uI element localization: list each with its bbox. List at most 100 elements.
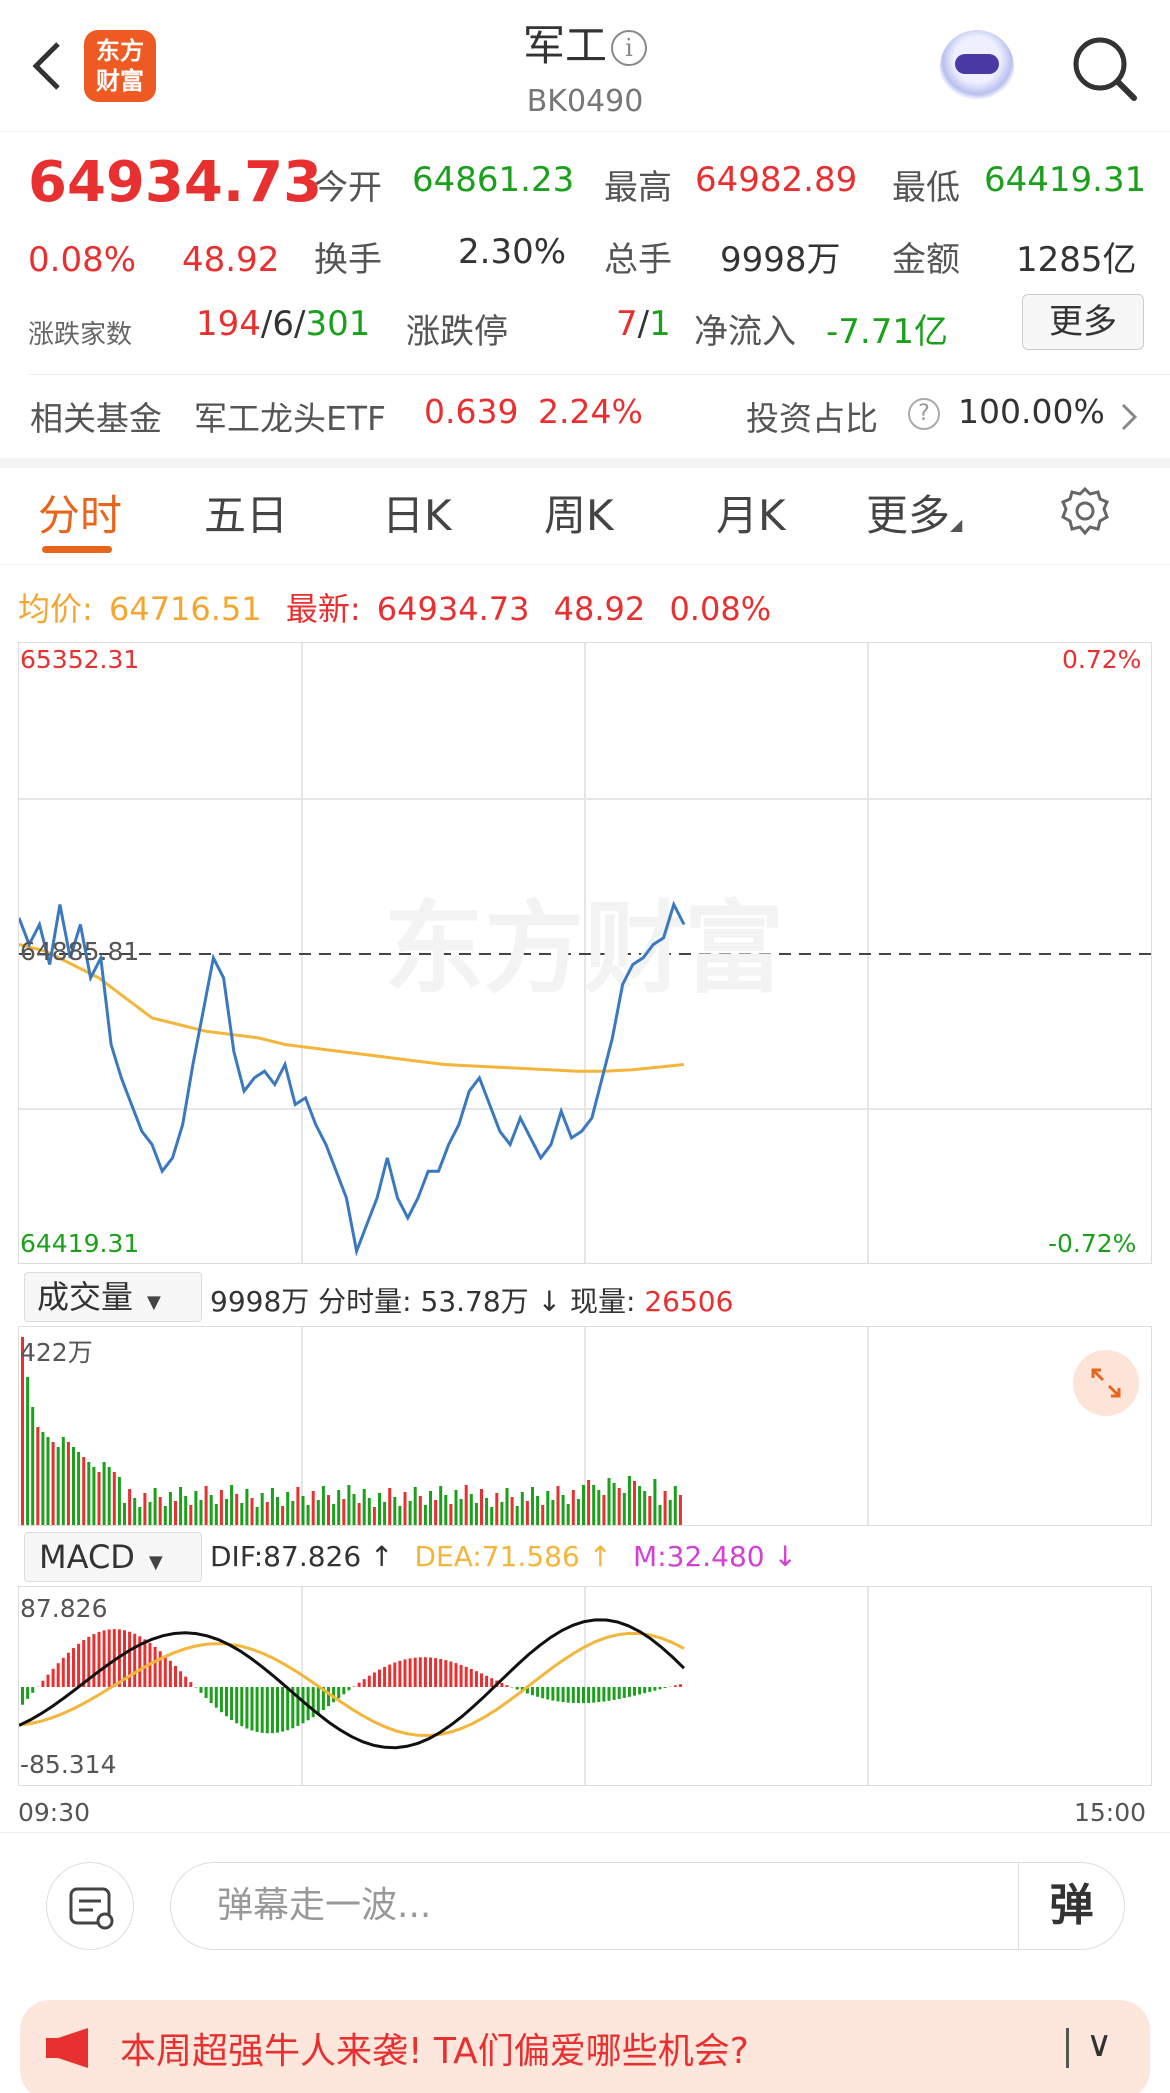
volume-bar <box>393 1497 397 1525</box>
volume-bar <box>174 1501 177 1525</box>
volume-bar <box>347 1485 351 1525</box>
volume-bar <box>225 1499 228 1525</box>
tab-daily-k[interactable]: 日K <box>382 491 452 540</box>
macd-bar <box>571 1687 575 1703</box>
tab-weekly-k[interactable]: 周K <box>544 491 614 540</box>
danmaku-send-button[interactable]: 弹 <box>1018 1863 1124 1949</box>
volume-bar <box>566 1504 570 1525</box>
macd-selector[interactable]: MACD ▼ <box>24 1532 202 1582</box>
tab-five-day[interactable]: 五日 <box>204 491 289 540</box>
macd-bar <box>612 1687 616 1700</box>
volume-bar <box>362 1489 366 1525</box>
tab-intraday[interactable]: 分时 <box>38 491 123 540</box>
volume-chart[interactable] <box>18 1326 1152 1526</box>
macd-max-label: 87.826 <box>20 1594 108 1623</box>
macd-bar <box>184 1676 188 1687</box>
avg-price-line <box>19 943 685 1073</box>
macd-bar <box>663 1687 667 1688</box>
tab-more[interactable]: 更多◢ <box>866 482 962 543</box>
page-title: 军工 i <box>0 12 1170 73</box>
volume-bar <box>434 1500 438 1525</box>
search-icon[interactable] <box>1070 34 1138 102</box>
macd-chart[interactable] <box>18 1586 1152 1786</box>
macd-bar <box>276 1687 279 1733</box>
volume-bar <box>138 1507 142 1525</box>
volume-bar <box>82 1457 86 1525</box>
volume-selector[interactable]: 成交量 ▼ <box>24 1272 202 1322</box>
volume-bar <box>673 1486 677 1525</box>
info-icon[interactable]: i <box>611 30 647 66</box>
volume-bar <box>474 1503 478 1525</box>
expand-icon[interactable] <box>1073 1350 1139 1416</box>
macd-bar <box>622 1687 626 1698</box>
macd-bar <box>367 1675 371 1687</box>
macd-bar <box>225 1687 228 1717</box>
macd-bar <box>168 1660 172 1687</box>
macd-bar <box>480 1673 483 1687</box>
macd-bar <box>72 1648 75 1687</box>
close-banner-icon[interactable]: ∨ <box>1086 2024 1113 2065</box>
volume-bar <box>133 1498 137 1525</box>
volume-bar <box>398 1506 402 1525</box>
macd-info: DIF:87.826 ↑ DEA:71.586 ↑ M:32.480 ↓ <box>210 1540 797 1573</box>
volume-bar <box>587 1480 591 1525</box>
volume-bar <box>21 1337 24 1525</box>
macd-bar <box>189 1682 193 1687</box>
assistant-robot-icon[interactable] <box>940 30 1014 104</box>
banner-divider <box>1066 2028 1069 2068</box>
macd-bar <box>418 1657 422 1687</box>
volume-bar <box>153 1488 157 1525</box>
open-label: 今开 <box>314 168 382 208</box>
macd-bar <box>388 1664 392 1687</box>
volume-bar <box>117 1477 121 1525</box>
macd-bar <box>270 1687 274 1734</box>
gear-icon[interactable] <box>1060 486 1110 536</box>
volume-bar <box>464 1485 468 1525</box>
promo-banner[interactable] <box>20 2000 1150 2093</box>
volume-bar <box>179 1487 183 1525</box>
volume-bar <box>158 1497 162 1525</box>
macd-bar <box>485 1675 489 1687</box>
macd-bar <box>107 1629 111 1687</box>
volume-bar <box>214 1504 218 1525</box>
divider <box>0 1832 1170 1833</box>
macd-bar <box>357 1682 361 1687</box>
macd-m: M:32.480 ↓ <box>633 1540 797 1573</box>
volume-bar <box>189 1505 193 1525</box>
volume-bar <box>260 1493 264 1525</box>
more-quote-button[interactable]: 更多 <box>1022 294 1144 350</box>
volume-bar <box>556 1486 560 1525</box>
intraday-price-chart[interactable]: 东方财富 <box>18 642 1152 1264</box>
volume-bar <box>296 1487 300 1525</box>
volume-bar <box>617 1488 621 1525</box>
tab-monthly-k[interactable]: 月K <box>716 491 786 540</box>
amount-label: 金额 <box>892 240 960 280</box>
macd-bar <box>592 1687 596 1703</box>
macd-bar <box>474 1671 478 1687</box>
back-icon[interactable] <box>28 38 64 94</box>
danmaku-settings-button[interactable] <box>46 1862 134 1950</box>
volume-bar <box>485 1498 489 1525</box>
volume-bar <box>357 1503 361 1525</box>
macd-bar <box>413 1657 417 1687</box>
fund-name[interactable]: 军工龙头ETF <box>194 399 386 438</box>
volume-info: 9998万 分时量: 53.78万 ↓ 现量: 26506 <box>210 1280 733 1320</box>
promo-banner-text[interactable]: 本周超强牛人来袭! TA们偏爱哪些机会? <box>120 2031 749 2072</box>
breadth-label: 涨跌家数 <box>28 320 133 350</box>
macd-bar <box>566 1687 570 1703</box>
macd-bar <box>633 1687 636 1696</box>
macd-bar <box>332 1687 336 1703</box>
volume-bar <box>367 1498 371 1525</box>
help-icon[interactable]: ? <box>908 398 940 430</box>
volume-bar <box>469 1494 473 1525</box>
change-pct: 0.08% <box>28 240 137 280</box>
chevron-right-icon[interactable] <box>1120 402 1138 432</box>
macd-bar <box>342 1687 346 1695</box>
volume-bar <box>648 1496 652 1525</box>
danmaku-input[interactable]: 弹幕走一波... <box>170 1862 1125 1950</box>
price-line <box>19 900 686 1257</box>
volume-total: 9998万 <box>210 1285 310 1318</box>
volume-bar <box>276 1497 279 1525</box>
macd-bar <box>398 1660 402 1687</box>
volume-bar <box>87 1462 91 1525</box>
